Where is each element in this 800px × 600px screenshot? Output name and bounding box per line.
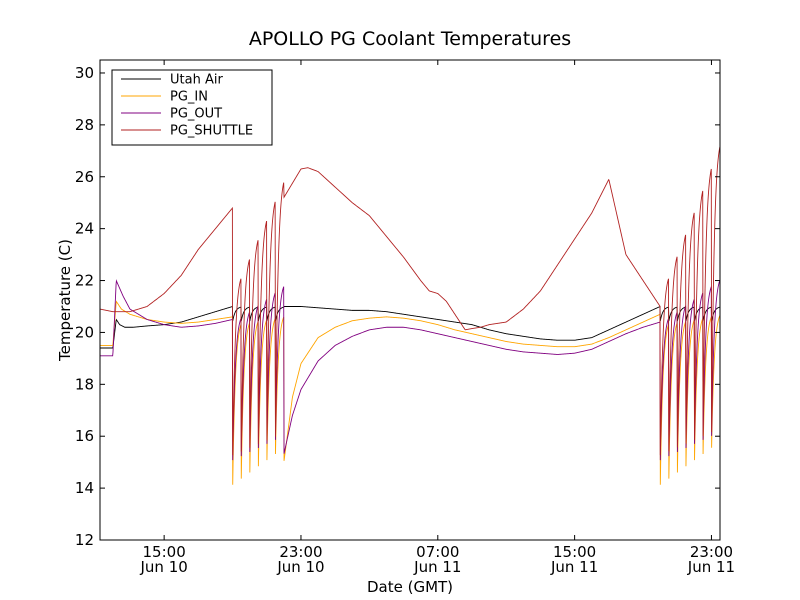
x-tick-label-date: Jun 11 <box>687 558 735 576</box>
x-tick-label-time: 15:00 <box>143 543 186 561</box>
plot-frame <box>99 59 721 541</box>
legend: Utah Air PG_IN PG_OUT PG_SHUTTLE <box>111 69 273 146</box>
y-axis-label: Temperature (C) <box>56 239 74 362</box>
x-tick-label-date: Jun 11 <box>413 558 461 576</box>
x-tick-label-date: Jun 10 <box>139 558 187 576</box>
x-axis-label: Date (GMT) <box>367 578 453 596</box>
series-line-pg-in <box>100 300 721 485</box>
legend-label: PG_SHUTTLE <box>170 124 253 139</box>
y-tick-label: 28 <box>75 116 94 134</box>
x-tick-label-time: 23:00 <box>279 543 322 561</box>
y-tick-label: 22 <box>75 272 94 290</box>
y-tick-label: 12 <box>75 531 94 549</box>
x-tick-label-time: 15:00 <box>553 543 596 561</box>
y-tick-label: 14 <box>75 479 94 497</box>
legend-box <box>111 69 273 146</box>
series-line-pg-out <box>100 279 721 461</box>
series-layer <box>99 146 721 485</box>
y-tick-label: 30 <box>75 64 94 82</box>
y-tick-label: 20 <box>75 323 94 341</box>
y-tick-label: 26 <box>75 168 94 186</box>
series-line-pg-shuttle <box>99 146 721 456</box>
legend-label: PG_IN <box>170 90 208 105</box>
chart-title: APOLLO PG Coolant Temperatures <box>249 28 571 50</box>
legend-label: PG_OUT <box>170 107 222 122</box>
x-tick-label-date: Jun 11 <box>550 558 598 576</box>
legend-label: Utah Air <box>170 73 223 88</box>
y-tick-label: 24 <box>75 220 94 238</box>
y-tick-label: 18 <box>75 375 94 393</box>
x-tick-label-date: Jun 10 <box>276 558 324 576</box>
x-tick-label-time: 07:00 <box>416 543 459 561</box>
y-tick-label: 16 <box>75 427 94 445</box>
x-tick-label-time: 23:00 <box>690 543 733 561</box>
series-line-utah-air <box>100 305 720 349</box>
